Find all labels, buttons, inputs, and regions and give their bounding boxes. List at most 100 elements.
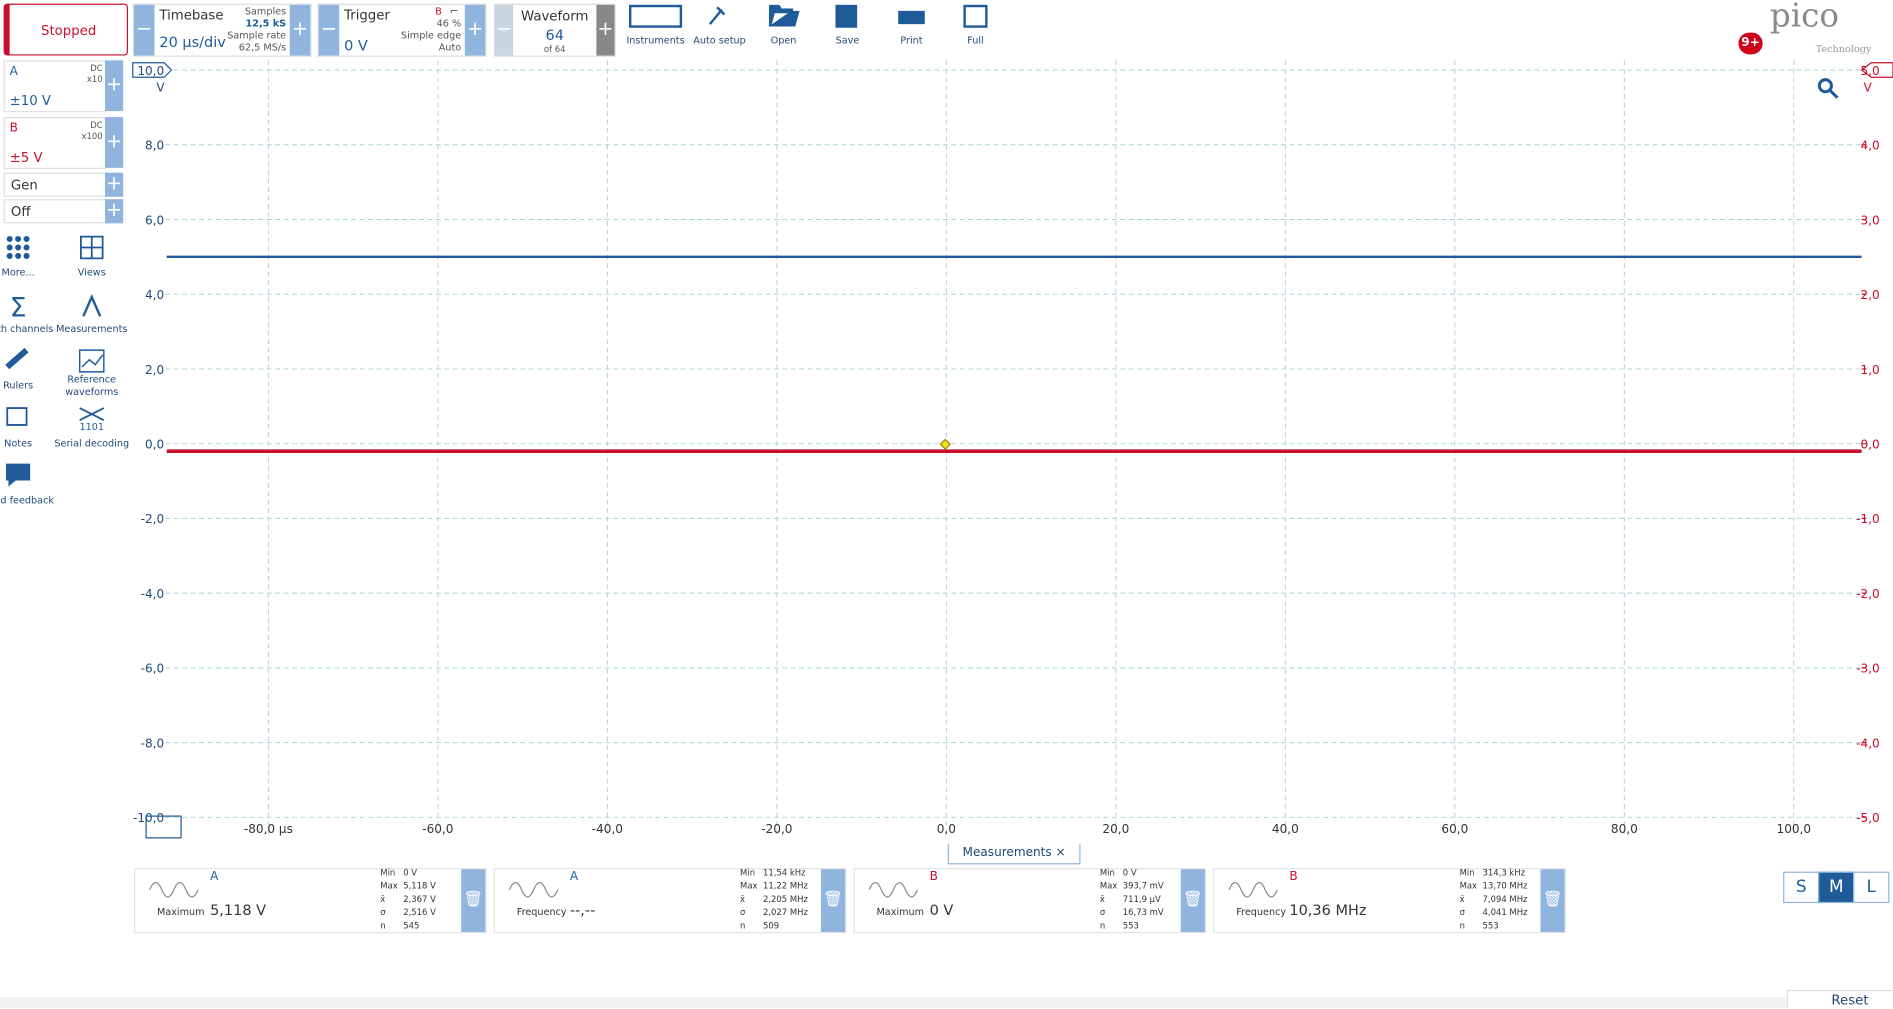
tool-label[interactable]: More... bbox=[1, 266, 35, 278]
toolbar-button[interactable]: Auto setup bbox=[693, 35, 746, 46]
delete-button[interactable]: 🗑 bbox=[1540, 869, 1565, 933]
measurement-value: 0 V bbox=[929, 901, 954, 919]
plus-button[interactable]: + bbox=[105, 60, 124, 112]
toolbar-button[interactable]: Open bbox=[770, 35, 797, 46]
minus-button[interactable]: − bbox=[134, 4, 155, 56]
plus-button[interactable]: + bbox=[105, 117, 124, 168]
y2-tick-label: 2,0 bbox=[1861, 288, 1880, 302]
wave-icon bbox=[1228, 881, 1278, 898]
label: Waveform bbox=[521, 8, 589, 25]
x-tick-label: 0,0 bbox=[937, 822, 956, 836]
notification-badge[interactable]: 9+ bbox=[1738, 32, 1763, 55]
tool-label[interactable]: Reference waveforms bbox=[65, 374, 119, 398]
save-icon bbox=[835, 4, 858, 28]
wave bbox=[1228, 881, 1278, 898]
run-button[interactable]: Stopped bbox=[3, 3, 128, 56]
timebase-value: 20 µs/div bbox=[159, 33, 226, 51]
tool-label[interactable]: Serial decoding bbox=[54, 438, 130, 450]
toolbar-button[interactable]: Full bbox=[967, 35, 984, 46]
auto-setup-icon bbox=[708, 6, 726, 25]
delete-button[interactable]: 🗑 bbox=[461, 869, 486, 933]
channel-box[interactable]: B DC x100 ±5 V bbox=[3, 117, 107, 170]
tool-label[interactable]: Send feedback bbox=[0, 494, 54, 506]
y-tick-label: 4,0 bbox=[145, 288, 164, 302]
channel-range: ±10 V bbox=[9, 92, 52, 109]
measurement-card: B Maximum 0 V Min 0 V Max 393,7 mV x̄ 711,9 µV σ 1… bbox=[853, 868, 1207, 934]
y-tick-label: -4,0 bbox=[141, 587, 165, 601]
x-tick-label: -80,0 µs bbox=[244, 822, 293, 836]
tab-title: Measurements bbox=[962, 846, 1052, 860]
tool-label[interactable]: Measurements bbox=[56, 323, 128, 335]
measurements-tab[interactable]: Measurements × bbox=[947, 843, 1081, 865]
stat-value: 11,22 MHz bbox=[762, 881, 808, 891]
reset-button[interactable]: Reset bbox=[1786, 989, 1893, 1009]
plus-button[interactable]: + bbox=[105, 172, 124, 197]
ruler-icon bbox=[5, 347, 29, 370]
tool-label[interactable]: Notes bbox=[4, 438, 33, 450]
toolbar-button[interactable]: Save bbox=[835, 35, 860, 46]
stat-label: n bbox=[740, 921, 746, 931]
measurement-name: Frequency bbox=[516, 906, 567, 918]
stat-label: σ bbox=[380, 907, 386, 918]
waveform-value: 64 bbox=[545, 26, 564, 44]
tool-label[interactable]: Rulers bbox=[3, 380, 34, 392]
size-button[interactable]: S bbox=[1783, 871, 1820, 904]
stat-value: 0 V bbox=[1122, 868, 1137, 878]
size-button[interactable]: M bbox=[1818, 871, 1855, 904]
trigger-marker[interactable] bbox=[939, 438, 951, 450]
notes-icon bbox=[6, 407, 28, 426]
channel-probe: x10 bbox=[86, 74, 103, 85]
tool-label[interactable]: Math channels bbox=[0, 323, 54, 335]
plus-button[interactable]: + bbox=[596, 4, 615, 56]
stat-value: 545 bbox=[403, 921, 420, 931]
stat-label: Min bbox=[380, 868, 396, 878]
generator-name-row: Gen bbox=[3, 172, 107, 197]
measurement-name: Frequency bbox=[1236, 906, 1287, 918]
stat-value: 2,205 MHz bbox=[762, 894, 808, 905]
stat-label: x̄ bbox=[1099, 894, 1105, 905]
sigma-icon: Σ bbox=[10, 292, 27, 323]
toolbar-button[interactable]: Instruments bbox=[626, 35, 685, 46]
plus-button[interactable]: + bbox=[464, 4, 486, 56]
x-tick-label: -60,0 bbox=[422, 822, 453, 836]
stat-label: Min bbox=[1099, 868, 1115, 878]
channel-box[interactable]: A DC x10 ±10 V bbox=[3, 60, 107, 113]
x-tick-label: 60,0 bbox=[1441, 822, 1468, 836]
y2-tick-label: -1,0 bbox=[1856, 512, 1880, 526]
feedback-icon bbox=[6, 463, 31, 487]
stat-label: σ bbox=[1459, 907, 1465, 918]
x-tick-label: 40,0 bbox=[1272, 822, 1299, 836]
tool-icons: Σ 1101 bbox=[5, 235, 105, 487]
stat-value: 16,73 mV bbox=[1122, 907, 1164, 918]
zoom-icon[interactable] bbox=[1817, 78, 1839, 99]
waveform-panel: − + Waveform 64 of 64 bbox=[493, 3, 616, 57]
axis-marker bbox=[132, 62, 173, 78]
wave-icon bbox=[508, 881, 559, 898]
reference-icon bbox=[78, 349, 105, 373]
trigger-channel: B bbox=[435, 6, 442, 17]
stat-label: Max bbox=[1099, 881, 1118, 891]
stat-label: n bbox=[1099, 921, 1106, 931]
minus-button[interactable]: − bbox=[318, 4, 340, 56]
minus-button[interactable]: − bbox=[494, 4, 514, 56]
label: of 64 bbox=[543, 44, 566, 55]
size-button[interactable]: L bbox=[1853, 871, 1890, 904]
plus-button[interactable]: + bbox=[289, 4, 311, 56]
toolbar-button[interactable]: Print bbox=[900, 35, 923, 46]
label: Timebase bbox=[159, 7, 224, 23]
value: 12,5 kS bbox=[245, 18, 287, 29]
measurement-name: Maximum bbox=[156, 906, 205, 918]
stat-value: 11,54 kHz bbox=[762, 868, 806, 878]
plus-button[interactable]: + bbox=[105, 199, 124, 224]
y2-tick-label: -3,0 bbox=[1856, 662, 1880, 676]
y-tick-label: 2,0 bbox=[145, 363, 164, 377]
tool-label[interactable]: Views bbox=[77, 266, 106, 278]
trigger-panel: − + Trigger 0 V B ⌐ 46 % Simple edge Aut… bbox=[317, 3, 487, 57]
delete-button[interactable]: 🗑 bbox=[1180, 869, 1205, 933]
stat-label: Max bbox=[740, 881, 758, 891]
y2-tick-label: 5,0 bbox=[1861, 64, 1880, 78]
delete-button[interactable]: 🗑 bbox=[820, 869, 846, 933]
